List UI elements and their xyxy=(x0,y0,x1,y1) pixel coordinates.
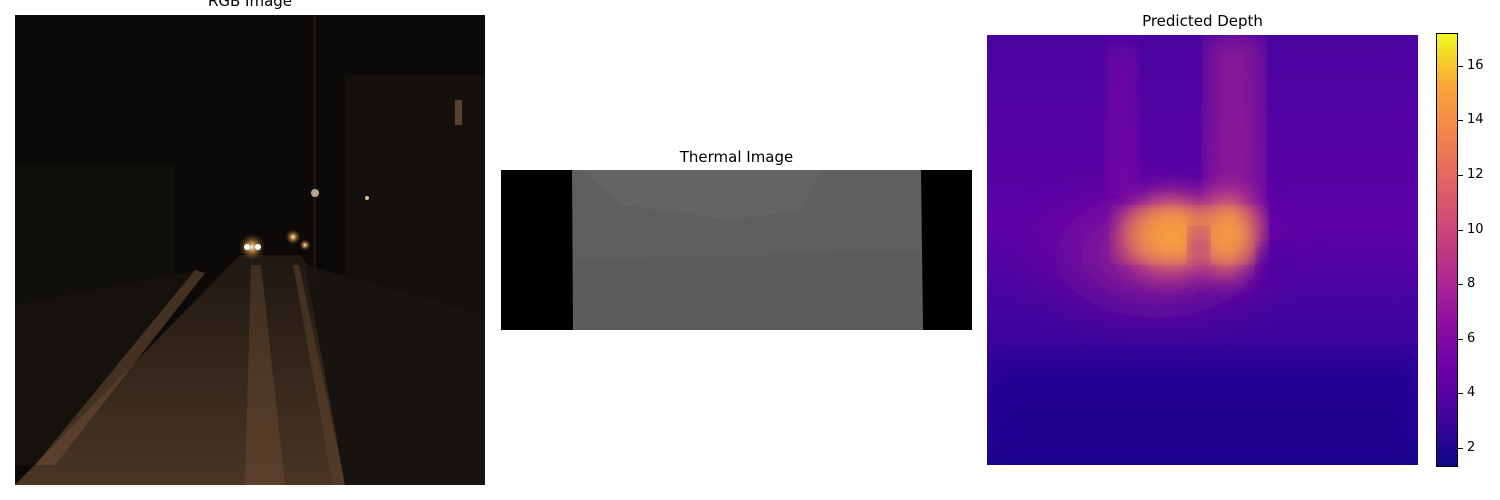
thermal-scene xyxy=(501,170,972,330)
colorbar-tick xyxy=(1458,447,1463,449)
thermal-image-title: Thermal Image xyxy=(679,148,794,166)
colorbar-tick xyxy=(1458,338,1463,340)
colorbar-tick-label: 8 xyxy=(1467,276,1476,292)
colorbar-tick xyxy=(1458,174,1463,176)
rgb-image-title: RGB Image xyxy=(207,0,293,10)
colorbar-tick-label: 16 xyxy=(1467,57,1484,73)
colorbar-tick xyxy=(1458,229,1463,231)
colorbar-tick-label: 4 xyxy=(1467,385,1476,401)
colorbar-tick-label: 10 xyxy=(1467,221,1484,237)
depth-heatmap xyxy=(987,35,1418,465)
predicted-depth-title: Predicted Depth xyxy=(1142,12,1263,30)
colorbar-tick xyxy=(1458,393,1463,395)
rgb-image xyxy=(15,15,485,485)
colorbar-tick-label: 6 xyxy=(1467,330,1476,346)
colorbar-tick xyxy=(1458,120,1463,122)
colorbar-tick xyxy=(1458,65,1463,67)
colorbar-tick xyxy=(1458,284,1463,286)
colorbar-tick-label: 14 xyxy=(1467,112,1484,128)
predicted-depth-map xyxy=(987,35,1418,465)
depth-colorbar xyxy=(1436,33,1458,467)
colorbar-tick-label: 12 xyxy=(1467,166,1484,182)
rgb-night-road-scene xyxy=(15,15,485,485)
colorbar-tick-label: 2 xyxy=(1467,439,1476,455)
thermal-image xyxy=(501,170,972,330)
